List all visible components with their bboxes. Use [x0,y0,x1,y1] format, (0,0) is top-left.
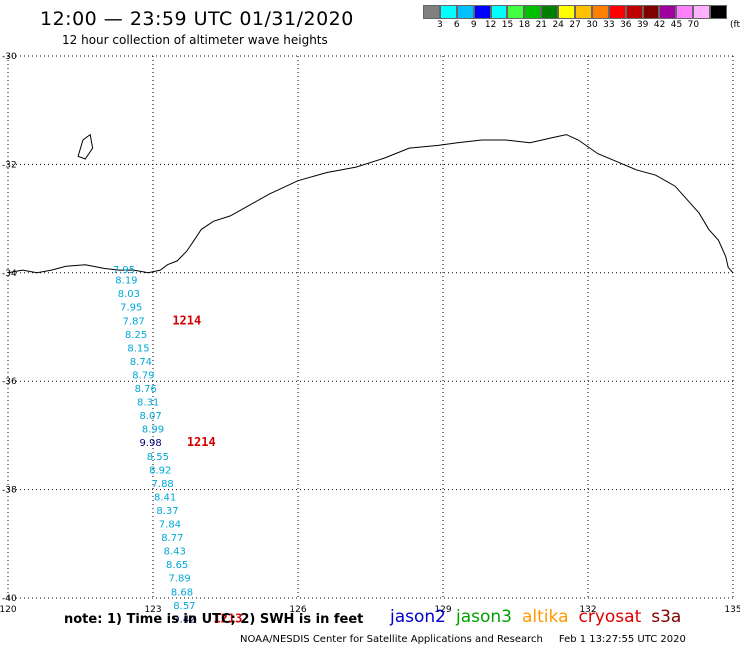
wave-height-value: 8.43 [164,547,186,558]
scale-swatch [439,5,457,19]
wave-height-value: 8.15 [127,343,149,354]
scale-swatch [541,5,559,19]
lon-tick-label: 123 [144,605,161,615]
lon-tick-label: 135 [724,605,740,615]
wave-height-value: 7.87 [123,316,145,327]
lat-tick-label: -30 [2,52,17,62]
satellite-legend-item: s3a [651,607,682,627]
wave-height-value: 8.37 [156,506,178,517]
lat-tick-label: -36 [2,377,17,387]
wave-height-value: 8.76 [135,384,157,395]
wave-height-value: 8.31 [137,398,159,409]
wave-height-value: 7.95 [120,303,142,314]
wave-height-value: 8.77 [161,533,183,544]
wave-height-value: 8.65 [166,560,188,571]
island-outline [77,133,94,160]
satellite-legend-item: jason3 [456,607,512,627]
wave-height-value: 9.42 [173,614,195,625]
scale-tick-label: 45 [670,20,683,30]
wave-height-value: 8.92 [149,465,171,476]
wave-height-value: 8.19 [115,276,137,287]
wave-height-value: 8.07 [139,411,161,422]
pass-time-label: 1213 [213,611,242,625]
wave-height-value: 7.89 [168,574,190,585]
wave-height-value: 8.03 [118,289,140,300]
scale-tick-label: 30 [586,20,598,30]
scale-tick-label: 9 [470,20,477,30]
page-subtitle: 12 hour collection of altimeter wave hei… [62,33,328,47]
satellite-legend-item: altika [522,607,569,627]
scale-tick-label: 6 [453,20,460,30]
pass-time-label: 1214 [172,313,201,327]
wave-height-value: 8.68 [171,587,193,598]
scale-tick-label: 3 [437,20,443,30]
lon-tick-label: 132 [579,605,596,615]
scale-swatch [507,5,525,19]
scale-swatch [423,5,440,19]
wave-height-value: 8.74 [130,357,152,368]
lat-tick-label: -38 [2,486,17,496]
scale-swatch [659,5,677,19]
satellite-legend-item: cryosat [578,607,642,627]
lat-tick-label: -32 [2,160,17,170]
wave-height-value: 7.95 [113,265,135,276]
scale-tick-label: 39 [636,20,649,30]
page-title: 12:00 — 23:59 UTC 01/31/2020 [40,8,354,30]
scale-tick-label: 70 [687,20,700,30]
scale-swatch [456,5,474,19]
wave-height-value: 8.25 [125,330,147,341]
scale-tick-label: 15 [501,20,514,30]
scale-swatch [625,5,643,19]
color-scale-swatches [423,5,728,19]
scale-swatch [642,5,660,19]
wave-height-value: 8.55 [147,452,169,463]
wave-height-value: 8.79 [132,370,154,381]
scale-tick-label: 24 [552,20,564,30]
scale-swatch [575,5,592,19]
scale-swatch [473,5,491,19]
scale-tick-label: 21 [535,20,548,30]
scale-swatch [676,5,694,19]
satellite-legend: jason2 jason3 altika cryosat s3a [390,607,691,627]
scale-tick-label: 27 [569,20,581,30]
wave-height-value: 8.99 [142,425,164,436]
lon-tick-label: 129 [434,605,451,615]
scale-swatch [608,5,626,19]
lon-tick-label: 126 [289,605,306,615]
color-scale-unit: (ft) [730,20,740,30]
scale-swatch [490,5,508,19]
coastline [7,134,734,274]
wave-height-value: 7.88 [152,479,174,490]
wave-height-value: 8.41 [154,492,176,503]
footnote: note: 1) Time is in UTC; 2) SWH is in fe… [64,612,364,627]
wave-height-value: 7.84 [159,520,181,531]
scale-swatch [693,5,711,19]
wave-height-value: 8.57 [173,601,195,612]
scale-tick-label: 42 [653,20,666,30]
credit-text: NOAA/NESDIS Center for Satellite Applica… [240,634,543,645]
wave-height-value: 9.98 [139,438,161,449]
scale-swatch [591,5,609,19]
generated-timestamp: Feb 1 13:27:55 UTC 2020 [558,634,686,645]
scale-swatch [710,5,728,19]
scale-swatch [524,5,542,19]
scale-tick-label: 12 [484,20,497,30]
scale-tick-label: 36 [620,20,632,30]
lon-tick-label: 120 [0,605,17,615]
pass-time-label: 1214 [187,435,216,449]
credit-line: NOAA/NESDIS Center for Satellite Applica… [240,634,686,645]
lat-tick-label: -34 [2,269,17,279]
lat-tick-label: -40 [2,594,17,604]
satellite-legend-item: jason2 [390,607,446,627]
scale-tick-label: 33 [603,20,615,30]
scale-tick-label: 18 [518,20,531,30]
scale-swatch [558,5,576,19]
